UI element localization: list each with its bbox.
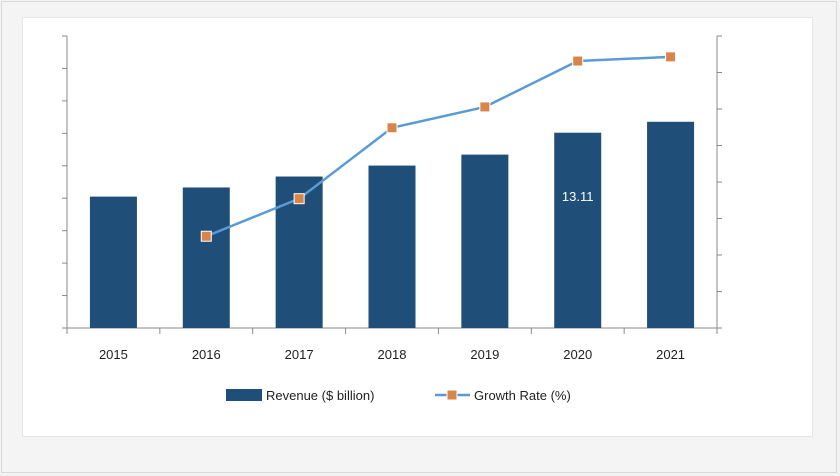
- x-tick-label-2020: 2020: [563, 347, 592, 362]
- x-tick-label-2018: 2018: [378, 347, 407, 362]
- bar-2018: [368, 165, 416, 328]
- x-tick-label-2021: 2021: [656, 347, 685, 362]
- data-label-2020: 13.11: [562, 189, 594, 204]
- labels-layer: 2015 2016 2017 2018 2019 2020 2021 13.11: [99, 189, 685, 362]
- line-layer: [200, 51, 677, 242]
- growth-rate-line: [205, 55, 671, 238]
- growth-point-2017: [293, 193, 305, 205]
- growth-point-2019: [479, 101, 491, 113]
- x-tick-label-2017: 2017: [285, 347, 314, 362]
- legend-revenue-swatch: [226, 389, 262, 401]
- bar-2016: [182, 187, 230, 328]
- bar-2020: [554, 132, 602, 328]
- x-tick-label-2016: 2016: [192, 347, 221, 362]
- bar-2015: [89, 196, 137, 328]
- growth-point-2016: [200, 230, 212, 242]
- legend-growth-label: Growth Rate (%): [474, 388, 571, 403]
- growth-point-2018: [386, 122, 398, 134]
- bars-layer: [89, 121, 695, 329]
- legend-growth-marker: [446, 389, 458, 401]
- legend: Revenue ($ billion) Growth Rate (%): [226, 388, 571, 403]
- growth-point-2021: [665, 51, 677, 63]
- x-tick-label-2019: 2019: [470, 347, 499, 362]
- bar-2019: [461, 154, 509, 328]
- bar-2021: [647, 121, 695, 329]
- legend-revenue-label: Revenue ($ billion): [266, 388, 374, 403]
- x-tick-label-2015: 2015: [99, 347, 128, 362]
- growth-point-2020: [572, 55, 584, 67]
